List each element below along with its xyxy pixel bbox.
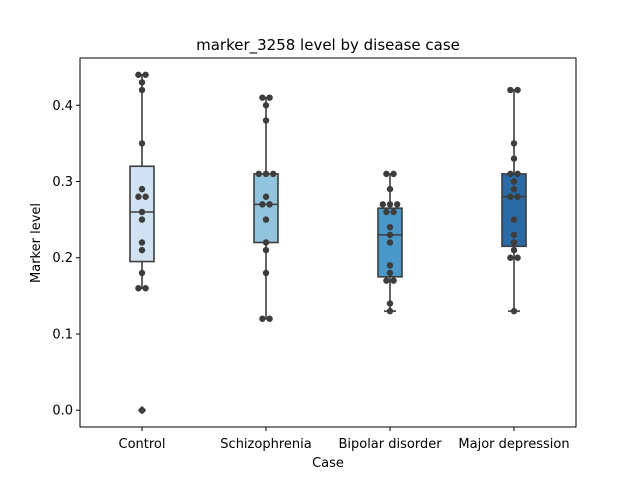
x-tick-label: Schizophrenia (220, 437, 311, 452)
data-point (514, 86, 521, 94)
box-2 (253, 96, 279, 320)
data-point (386, 231, 394, 239)
data-point (138, 185, 146, 193)
box-4 (501, 89, 527, 312)
y-tick-label: 0.4 (52, 99, 73, 114)
data-point (510, 239, 518, 246)
data-point (386, 224, 394, 231)
data-point (510, 155, 518, 162)
data-point (142, 71, 149, 78)
data-point (262, 117, 270, 124)
data-point (138, 239, 146, 246)
data-point (386, 239, 394, 246)
y-tick-label: 0.3 (52, 175, 73, 190)
x-axis-label: Case (312, 456, 344, 471)
y-axis-label: Marker level (29, 203, 44, 283)
data-point (262, 170, 270, 178)
data-point (259, 315, 266, 322)
data-point (510, 231, 518, 239)
data-point (383, 170, 390, 178)
data-point (383, 277, 390, 284)
data-point (510, 216, 518, 223)
data-point (510, 185, 518, 193)
data-point (386, 201, 394, 208)
data-point (262, 246, 270, 254)
x-tick-label: Control (119, 437, 166, 452)
data-point (390, 208, 397, 216)
data-point (135, 193, 142, 200)
data-point (266, 94, 273, 101)
data-point (138, 86, 146, 94)
data-point (386, 269, 394, 277)
data-point (390, 170, 397, 178)
data-point (262, 216, 270, 223)
data-point (135, 71, 142, 78)
data-point (386, 185, 394, 193)
data-point (138, 407, 146, 414)
data-point (138, 216, 146, 223)
x-tick-label: Major depression (458, 437, 569, 452)
plot-area: 0.0 0.1 0.2 0.3 0.4 Control Schizophrenia Bipol… (52, 71, 570, 452)
data-point (138, 246, 146, 254)
data-point (138, 140, 146, 147)
data-point (390, 277, 397, 284)
data-point (514, 254, 521, 261)
data-point (266, 315, 273, 322)
y-tick-label: 0.2 (52, 251, 73, 266)
data-point (262, 269, 270, 277)
data-point (514, 170, 521, 178)
data-point (386, 307, 394, 315)
data-point (138, 79, 146, 86)
iqr-box (253, 173, 279, 244)
x-tick-label: Bipolar disorder (338, 437, 442, 452)
chart-title: marker_3258 level by disease case (196, 36, 460, 55)
data-point (394, 201, 401, 208)
data-point (255, 170, 262, 178)
data-point (507, 86, 514, 94)
data-point (270, 170, 277, 178)
data-point (266, 201, 273, 208)
data-point (135, 285, 142, 292)
data-point (386, 300, 394, 307)
data-point (142, 193, 149, 200)
data-point (510, 307, 518, 315)
plot-frame (79, 57, 577, 428)
data-point (259, 201, 266, 208)
data-point (386, 262, 394, 269)
data-point (507, 254, 514, 261)
data-point (138, 269, 146, 277)
data-point (510, 178, 518, 185)
data-point (383, 208, 390, 216)
data-point (262, 193, 270, 200)
data-point (507, 170, 514, 178)
data-point (514, 193, 521, 200)
data-point (142, 285, 149, 292)
data-point (262, 102, 270, 109)
y-tick-label: 0.1 (52, 327, 73, 342)
data-point (510, 140, 518, 147)
data-point (379, 201, 386, 208)
data-point (259, 94, 266, 101)
data-point (510, 246, 518, 254)
data-point (507, 193, 514, 200)
data-point (138, 208, 146, 216)
data-point (262, 239, 270, 246)
y-tick-label: 0.0 (52, 404, 73, 419)
